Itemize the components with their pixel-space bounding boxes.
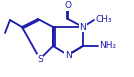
Text: O: O (64, 1, 72, 10)
Text: NH₂: NH₂ (99, 42, 116, 51)
Text: S: S (37, 55, 43, 64)
Text: CH₃: CH₃ (96, 15, 113, 24)
Text: N: N (80, 22, 86, 31)
Text: N: N (65, 51, 71, 60)
